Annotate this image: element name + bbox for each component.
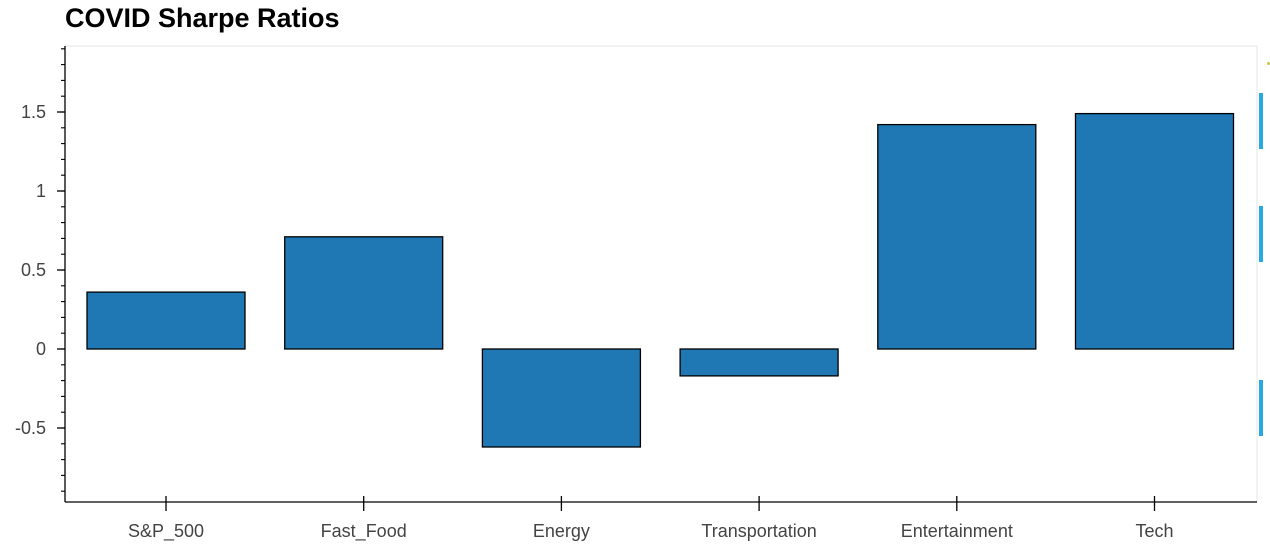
bar-tech — [1074, 112, 1235, 350]
x-tick-label: Transportation — [701, 521, 816, 541]
zoom-tool-icon[interactable] — [1259, 206, 1263, 262]
bar-transportation — [679, 348, 839, 377]
toolbar-logo-icon[interactable] — [1267, 62, 1270, 65]
chart-title: COVID Sharpe Ratios — [65, 3, 340, 33]
x-tick-label: S&P_500 — [128, 521, 204, 542]
bar-energy — [481, 348, 642, 448]
reset-tool-icon[interactable] — [1259, 380, 1263, 436]
x-axis: S&P_500 Fast_Food Energy Transportation Ente… — [65, 496, 1257, 542]
pan-tool-icon[interactable] — [1259, 93, 1263, 149]
bars-layer — [86, 112, 1235, 448]
bar-s-p-500 — [86, 291, 246, 350]
bar-entertainment — [877, 123, 1037, 350]
bar-fast-food — [284, 236, 444, 350]
x-tick-label: Tech — [1135, 521, 1173, 541]
x-tick-label: Fast_Food — [321, 521, 407, 542]
y-tick-label: 1.5 — [21, 102, 46, 122]
y-tick-label: 1 — [36, 181, 46, 201]
y-tick-label: -0.5 — [15, 418, 46, 438]
y-tick-label: 0.5 — [21, 260, 46, 280]
y-axis: -0.5 0 0.5 1 1.5 — [15, 46, 66, 502]
x-tick-label: Entertainment — [901, 521, 1013, 541]
x-tick-label: Energy — [533, 521, 590, 541]
y-tick-label: 0 — [36, 339, 46, 359]
